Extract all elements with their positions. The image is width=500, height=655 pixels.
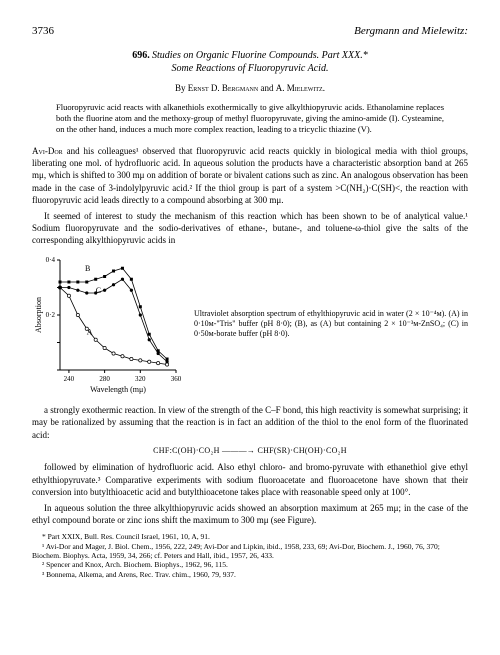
paragraph-4: followed by elimination of hydrofluoric … (32, 461, 468, 497)
svg-text:280: 280 (99, 375, 110, 383)
title-line1: Studies on Organic Fluorine Compounds. P… (152, 50, 368, 61)
para1-text: and his colleagues¹ observed that fluoro… (32, 146, 468, 205)
authors: By Ernst D. Bergmann and A. Mielewitz. (32, 82, 468, 94)
svg-text:320: 320 (135, 375, 146, 383)
svg-text:0·4: 0·4 (46, 256, 56, 264)
abstract: Fluoropyruvic acid reacts with alkanethi… (56, 102, 444, 135)
paragraph-3: a strongly exothermic reaction. In view … (32, 404, 468, 440)
svg-text:360: 360 (171, 375, 182, 383)
svg-text:C: C (96, 286, 101, 295)
figure-caption: Ultraviolet absorption spectrum of ethyl… (194, 309, 468, 339)
footnote-1: ¹ Avi-Dor and Mager, J. Biol. Chem., 195… (32, 542, 468, 561)
svg-text:B: B (85, 264, 90, 273)
absorption-chart: 240 280 320 360 0·2 0·4 Wavelength (mμ) Absorpt… (32, 254, 182, 394)
svg-text:0·2: 0·2 (46, 311, 56, 319)
title-number: 696. (132, 50, 150, 61)
paragraph-1: Avi-Dor and his colleagues¹ observed tha… (32, 145, 468, 206)
running-head: Bergmann and Mielewitz: (354, 24, 468, 39)
svg-text:A: A (87, 328, 93, 337)
footnotes: * Part XXIX, Bull. Res. Council Israel, … (32, 532, 468, 579)
svg-text:Wavelength (mμ): Wavelength (mμ) (90, 385, 146, 394)
svg-text:Absorption: Absorption (34, 297, 43, 333)
reaction-equation: CHF:C(OH)·CO₂H ———→ CHF(SR)·CH(OH)·CO₂H (32, 446, 468, 457)
svg-text:240: 240 (64, 375, 75, 383)
paragraph-2: It seemed of interest to study the mecha… (32, 210, 468, 246)
title-line2: Some Reactions of Fluoropyruvic Acid. (172, 63, 329, 74)
footnote-3: ³ Bonnema, Alkema, and Arens, Rec. Trav.… (32, 570, 468, 579)
page-number: 3736 (32, 24, 54, 39)
footnote-2: ² Spencer and Knox, Arch. Biochem. Bioph… (32, 560, 468, 569)
footnote-star: * Part XXIX, Bull. Res. Council Israel, … (32, 532, 468, 541)
paragraph-5: In aqueous solution the three alkylthiop… (32, 502, 468, 526)
